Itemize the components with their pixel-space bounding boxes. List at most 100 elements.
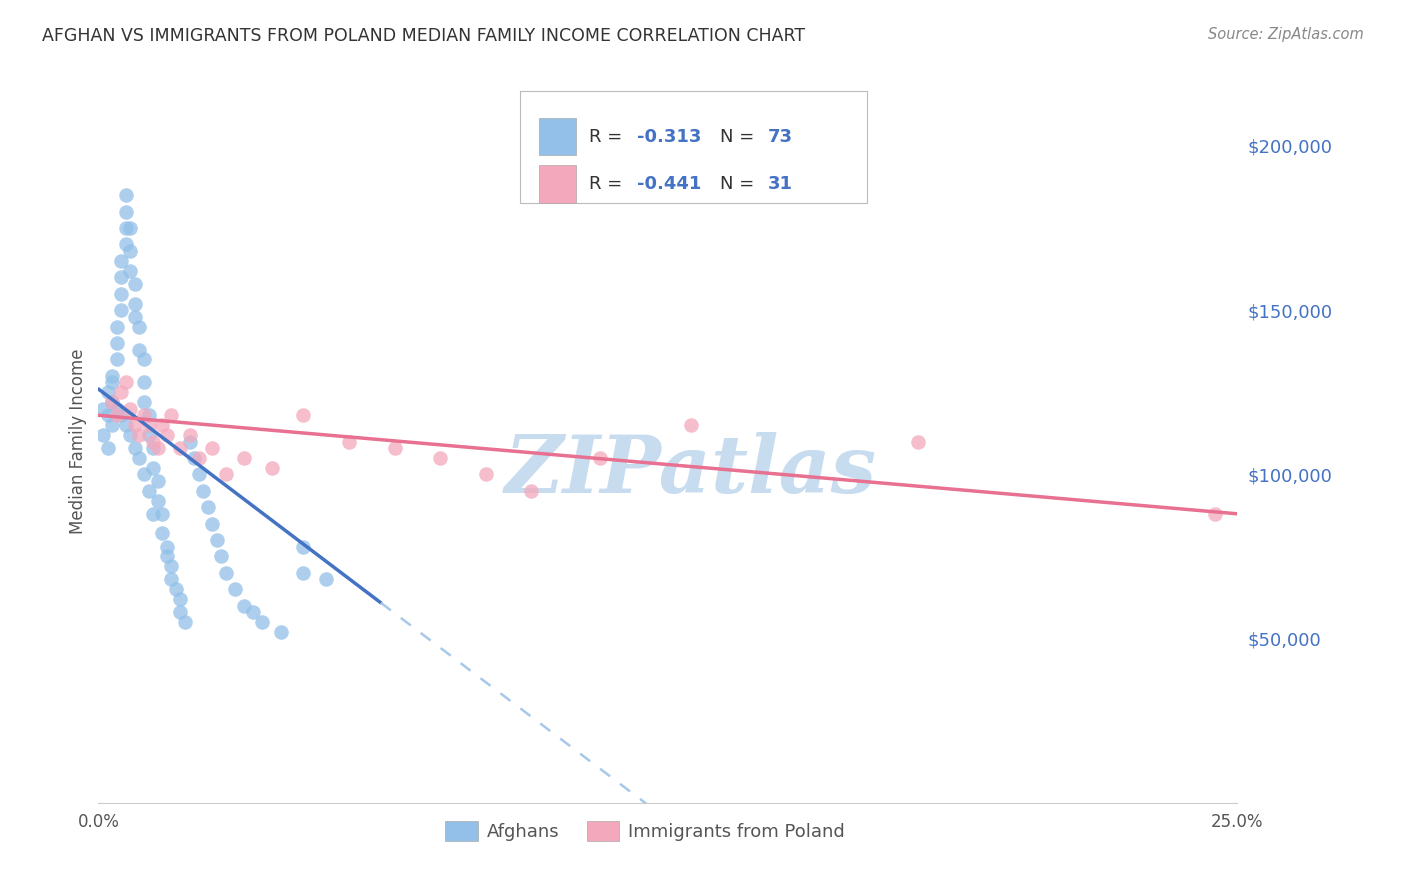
Point bbox=[120, 428, 142, 442]
Point bbox=[201, 516, 224, 531]
Point bbox=[156, 540, 179, 554]
Point bbox=[128, 343, 150, 357]
Point bbox=[128, 319, 150, 334]
Bar bbox=[538, 118, 575, 155]
Point bbox=[132, 467, 155, 482]
Point bbox=[156, 549, 179, 564]
Point bbox=[132, 409, 155, 423]
Point bbox=[120, 244, 142, 258]
Point bbox=[679, 418, 702, 433]
Point bbox=[96, 441, 118, 455]
Point bbox=[114, 376, 136, 390]
Point bbox=[146, 474, 169, 488]
Point bbox=[120, 264, 142, 278]
Point bbox=[187, 450, 209, 465]
Text: 31: 31 bbox=[768, 175, 793, 193]
Point bbox=[120, 401, 142, 416]
Point bbox=[138, 409, 160, 423]
Point bbox=[150, 526, 173, 541]
Point bbox=[474, 467, 496, 482]
Text: ZIPatlas: ZIPatlas bbox=[505, 432, 877, 509]
Point bbox=[588, 450, 610, 465]
Point bbox=[907, 434, 929, 449]
Point bbox=[132, 376, 155, 390]
Point bbox=[201, 441, 224, 455]
Point bbox=[124, 441, 146, 455]
Point bbox=[110, 409, 132, 423]
Point bbox=[179, 434, 201, 449]
Point bbox=[160, 559, 183, 574]
Point bbox=[110, 385, 132, 400]
Point bbox=[315, 573, 337, 587]
Point bbox=[114, 188, 136, 202]
Point bbox=[110, 303, 132, 318]
Point bbox=[160, 573, 183, 587]
Point bbox=[91, 428, 114, 442]
Point bbox=[187, 467, 209, 482]
Point bbox=[114, 418, 136, 433]
Point bbox=[242, 605, 264, 619]
Point bbox=[260, 460, 283, 475]
Point bbox=[146, 441, 169, 455]
Text: AFGHAN VS IMMIGRANTS FROM POLAND MEDIAN FAMILY INCOME CORRELATION CHART: AFGHAN VS IMMIGRANTS FROM POLAND MEDIAN … bbox=[42, 27, 806, 45]
Point bbox=[215, 467, 238, 482]
Point bbox=[156, 428, 179, 442]
Point bbox=[124, 310, 146, 324]
Point bbox=[520, 483, 543, 498]
Point bbox=[429, 450, 451, 465]
Point bbox=[337, 434, 360, 449]
Point bbox=[209, 549, 232, 564]
Point bbox=[105, 319, 128, 334]
Point bbox=[233, 599, 256, 613]
Point bbox=[142, 460, 165, 475]
Point bbox=[142, 434, 165, 449]
Point bbox=[101, 368, 124, 383]
Point bbox=[270, 625, 292, 640]
Point bbox=[160, 409, 183, 423]
Point bbox=[252, 615, 274, 630]
Point bbox=[105, 352, 128, 367]
Text: N =: N = bbox=[720, 128, 761, 145]
Point bbox=[292, 409, 315, 423]
Point bbox=[165, 582, 187, 597]
Point bbox=[169, 592, 191, 607]
Point bbox=[110, 253, 132, 268]
Point bbox=[101, 395, 124, 409]
Point bbox=[110, 270, 132, 285]
Point bbox=[96, 385, 118, 400]
Point bbox=[132, 352, 155, 367]
Point bbox=[114, 237, 136, 252]
Text: 73: 73 bbox=[768, 128, 793, 145]
Y-axis label: Median Family Income: Median Family Income bbox=[69, 349, 87, 534]
Point bbox=[193, 483, 215, 498]
Point bbox=[292, 540, 315, 554]
Point bbox=[233, 450, 256, 465]
Point bbox=[150, 507, 173, 521]
Point bbox=[101, 395, 124, 409]
Point bbox=[179, 428, 201, 442]
Point bbox=[150, 418, 173, 433]
Point bbox=[205, 533, 228, 547]
Point bbox=[105, 409, 128, 423]
Text: R =: R = bbox=[589, 128, 628, 145]
Point bbox=[384, 441, 406, 455]
Point bbox=[169, 441, 191, 455]
Point bbox=[124, 277, 146, 291]
Point bbox=[124, 418, 146, 433]
Point bbox=[101, 418, 124, 433]
Point bbox=[292, 566, 315, 580]
Point bbox=[105, 336, 128, 351]
Point bbox=[183, 450, 205, 465]
Point bbox=[110, 286, 132, 301]
Point bbox=[174, 615, 197, 630]
Point bbox=[142, 507, 165, 521]
Text: R =: R = bbox=[589, 175, 628, 193]
Point bbox=[96, 409, 118, 423]
Text: Source: ZipAtlas.com: Source: ZipAtlas.com bbox=[1208, 27, 1364, 42]
Point bbox=[105, 401, 128, 416]
Point bbox=[138, 418, 160, 433]
Point bbox=[1204, 507, 1226, 521]
Point bbox=[120, 221, 142, 235]
Point bbox=[197, 500, 219, 515]
Text: N =: N = bbox=[720, 175, 761, 193]
